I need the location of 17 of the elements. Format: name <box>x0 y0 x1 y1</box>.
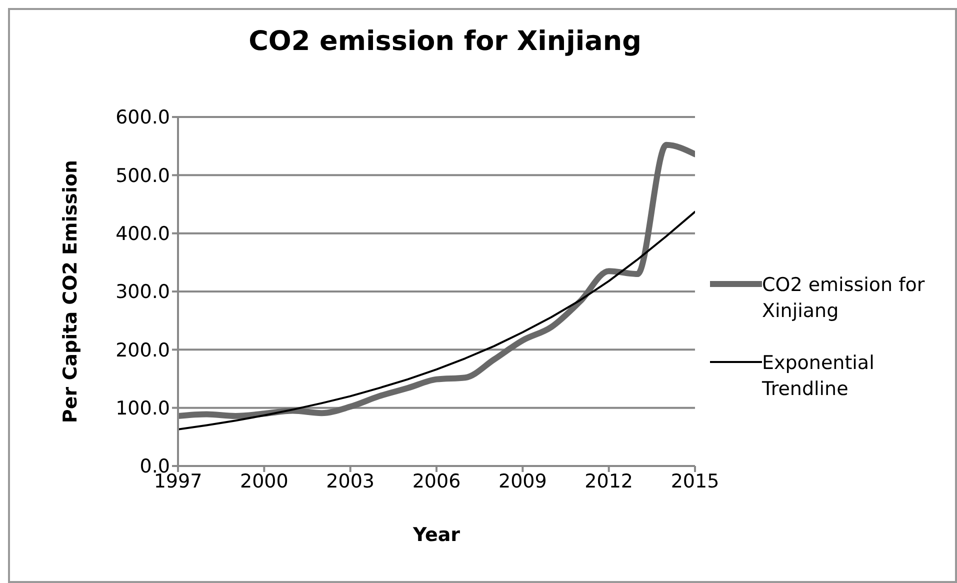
x-axis-title: Year <box>412 524 461 546</box>
y-tick-label: 200.0 <box>116 339 170 362</box>
y-tick-label: 600.0 <box>116 106 170 129</box>
legend-label: CO2 emission for Xinjiang <box>762 273 926 324</box>
chart-title: CO2 emission for Xinjiang <box>248 26 642 57</box>
y-tick-label: 100.0 <box>116 398 170 420</box>
y-tick-label: 500.0 <box>116 164 170 187</box>
x-tick-label: 2009 <box>498 470 547 492</box>
y-tick-label: 300.0 <box>116 281 170 304</box>
x-tick-label: 2012 <box>584 470 634 492</box>
x-tick-label: 2006 <box>412 470 461 492</box>
y-tick-label: 400.0 <box>116 223 170 246</box>
x-tick-label: 2003 <box>326 470 375 492</box>
x-tick-label: 2000 <box>240 470 288 492</box>
y-axis-title: Per Capita CO2 Emission <box>60 160 82 424</box>
x-tick-label: 2015 <box>670 470 720 492</box>
legend-label: Exponential Trendline <box>762 351 876 402</box>
